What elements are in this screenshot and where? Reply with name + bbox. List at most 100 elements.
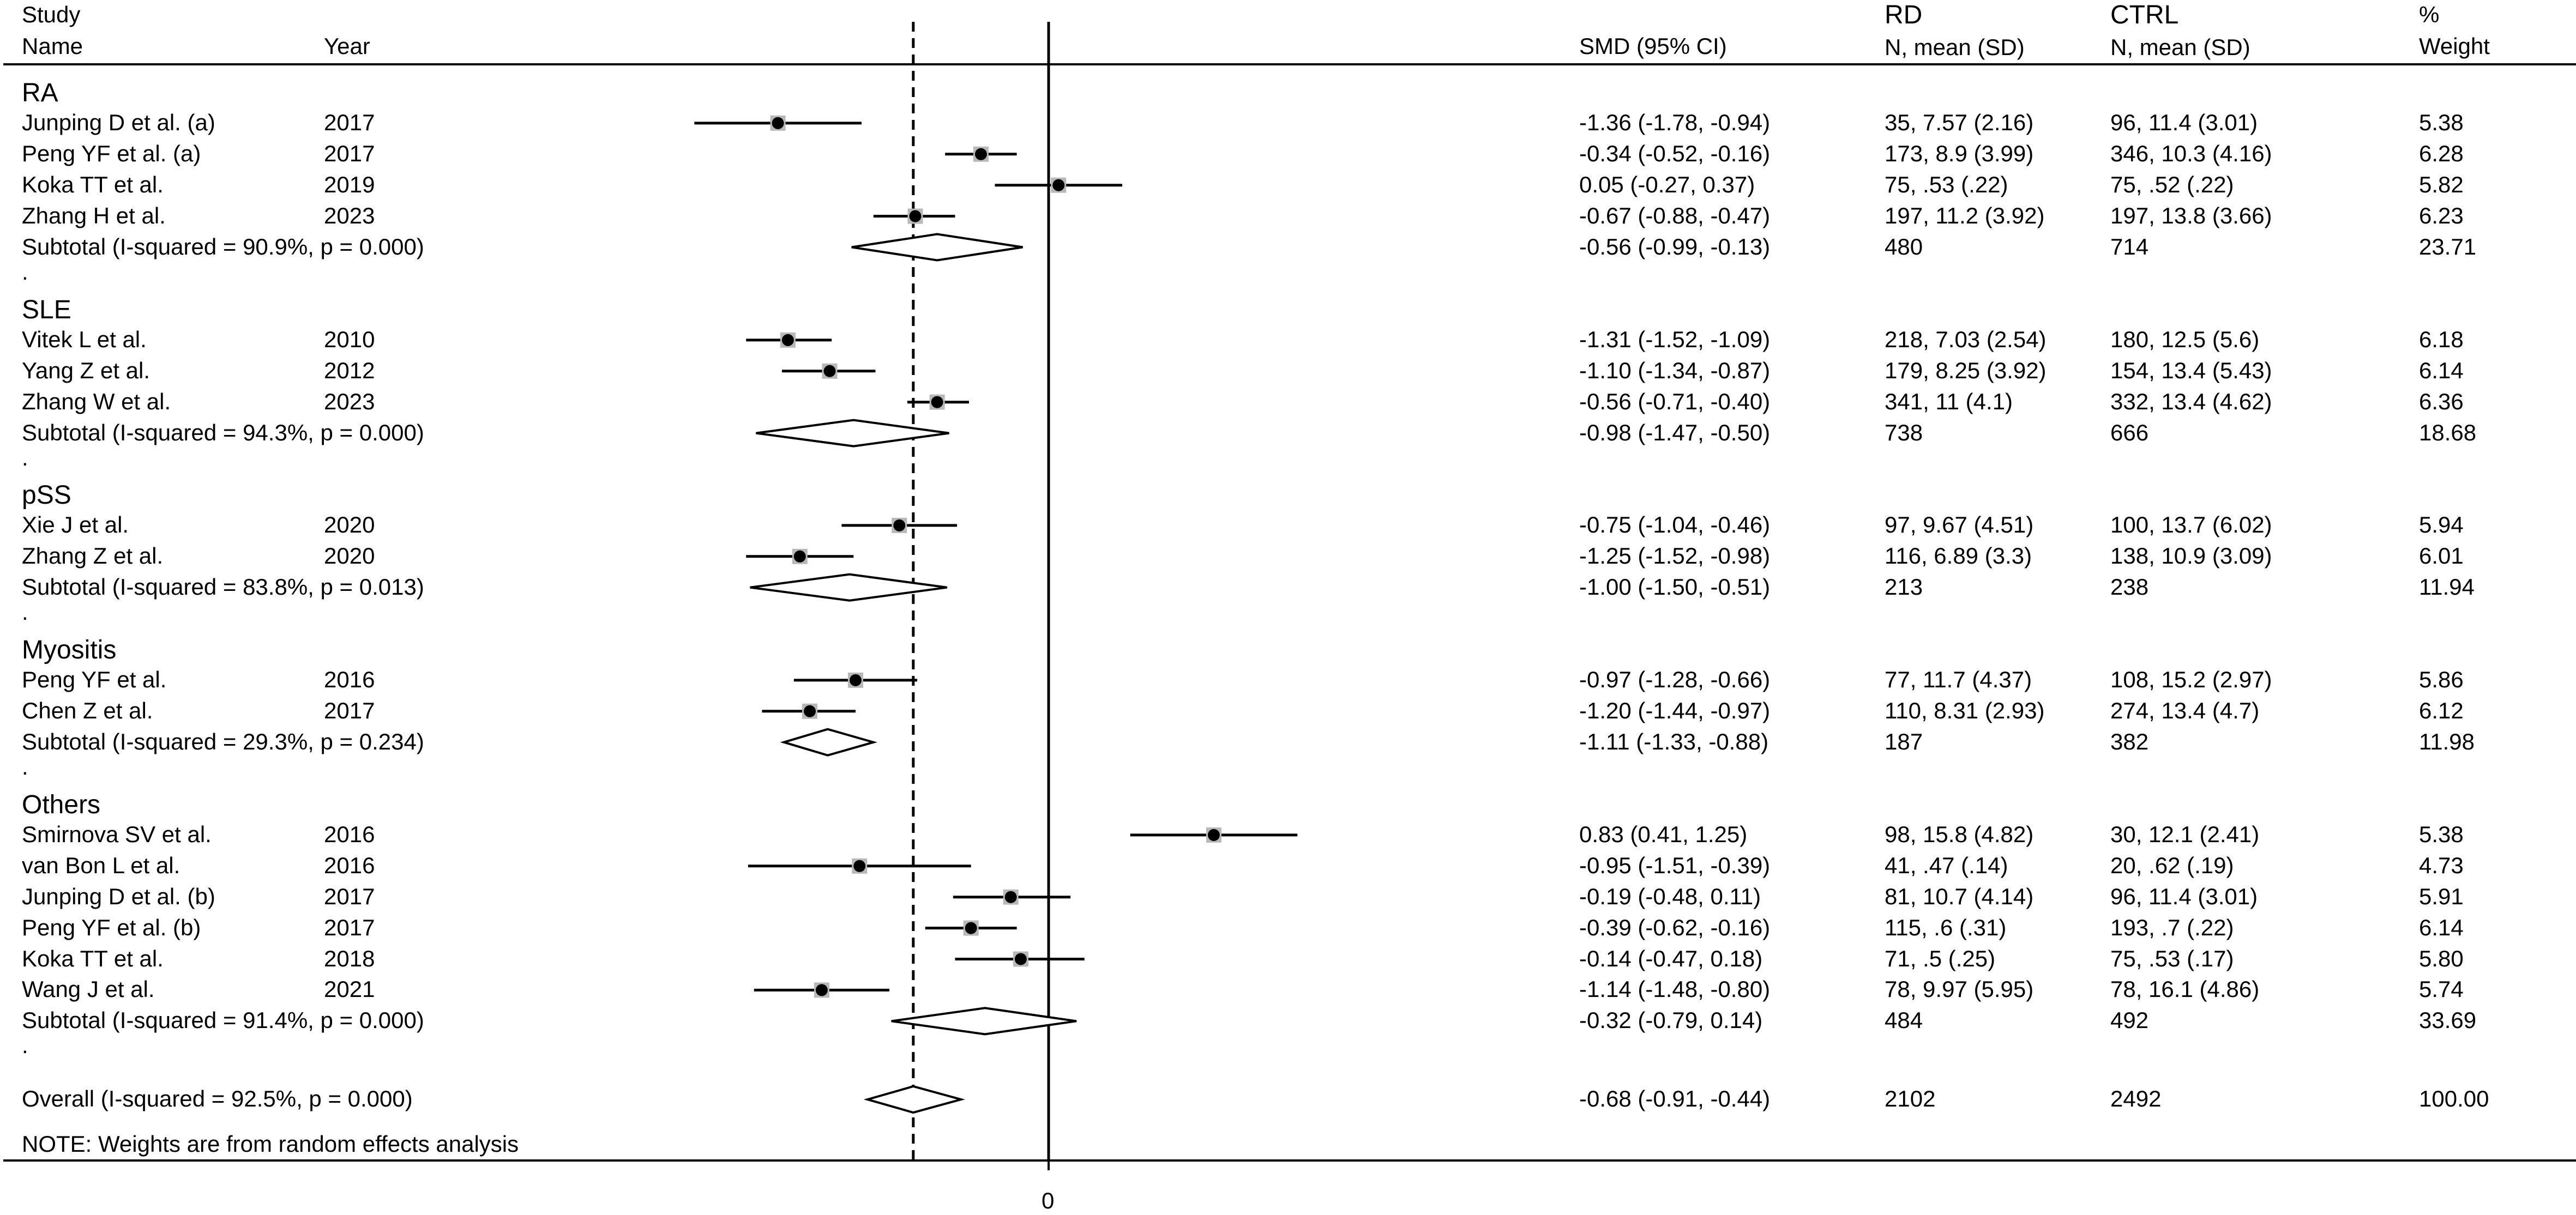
study-row-4-5-rd: 78, 9.97 (5.95) bbox=[1885, 976, 2034, 1002]
study-row-3-0-weight: 5.86 bbox=[2419, 666, 2464, 692]
study-row-0-2-year: 2019 bbox=[324, 171, 375, 197]
study-row-0-2-label: Koka TT et al. bbox=[22, 171, 164, 197]
group-title-others: Others bbox=[22, 790, 101, 819]
study-row-4-0-ctrl: 30, 12.1 (2.41) bbox=[2110, 821, 2260, 847]
overall-diamond bbox=[863, 1085, 965, 1114]
study-row-2-1-weight: 6.01 bbox=[2419, 542, 2464, 569]
subtotal-row-ra-rd: 480 bbox=[1885, 233, 1923, 259]
study-row-1-0-ci: -1.31 (-1.52, -1.09) bbox=[1579, 326, 1771, 352]
study-row-1-2-label: Zhang W et al. bbox=[22, 388, 171, 414]
subtotal-row-others-ctrl: 492 bbox=[2110, 1007, 2149, 1033]
point-estimate bbox=[781, 334, 794, 346]
header-weight-line2: Weight bbox=[2419, 33, 2490, 59]
study-row-3-0-rd: 77, 11.7 (4.37) bbox=[1885, 666, 2032, 692]
point-estimate bbox=[853, 860, 866, 872]
study-row-1-1-weight: 6.14 bbox=[2419, 357, 2464, 383]
study-row-1-0-rd: 218, 7.03 (2.54) bbox=[1885, 326, 2047, 352]
subtotal-row-myositis-label: Subtotal (I-squared = 29.3%, p = 0.234) bbox=[22, 728, 424, 754]
study-row-4-3-ci: -0.39 (-0.62, -0.16) bbox=[1579, 914, 1771, 940]
header-study-line1: Study bbox=[22, 2, 81, 27]
study-row-2-1-year: 2020 bbox=[324, 542, 375, 569]
study-row-1-2-year: 2023 bbox=[324, 388, 375, 414]
group-title-sle: SLE bbox=[22, 295, 71, 324]
study-row-0-1-rd: 173, 8.9 (3.99) bbox=[1885, 140, 2034, 166]
study-row-0-2-ci: 0.05 (-0.27, 0.37) bbox=[1579, 171, 1755, 197]
study-row-4-0-ci: 0.83 (0.41, 1.25) bbox=[1579, 821, 1748, 847]
study-row-4-5-ctrl: 78, 16.1 (4.86) bbox=[2110, 976, 2260, 1002]
forest-marks bbox=[694, 115, 1298, 1114]
study-row-0-0-ctrl: 96, 11.4 (3.01) bbox=[2110, 109, 2258, 135]
separator-dot: . bbox=[22, 599, 28, 625]
subtotal-row-pss-weight: 11.94 bbox=[2419, 573, 2475, 600]
study-row-0-2-ctrl: 75, .52 (.22) bbox=[2110, 171, 2234, 197]
study-row-1-0-year: 2010 bbox=[324, 326, 375, 352]
overall-row-ci: -0.68 (-0.91, -0.44) bbox=[1579, 1086, 1771, 1111]
study-row-4-2-ci: -0.19 (-0.48, 0.11) bbox=[1579, 883, 1761, 909]
overall-row-ctrl: 2492 bbox=[2110, 1086, 2162, 1111]
study-row-0-0-year: 2017 bbox=[324, 109, 375, 135]
header-study-line2: Name bbox=[22, 33, 83, 59]
separator-dot: . bbox=[22, 753, 28, 779]
study-row-2-1-ci: -1.25 (-1.52, -0.98) bbox=[1579, 542, 1771, 569]
study-row-1-2-rd: 341, 11 (4.1) bbox=[1885, 388, 2013, 414]
subtotal-row-sle-ctrl: 666 bbox=[2110, 419, 2149, 445]
subtotal-row-sle-label: Subtotal (I-squared = 94.3%, p = 0.000) bbox=[22, 419, 424, 445]
study-row-0-1-ci: -0.34 (-0.52, -0.16) bbox=[1579, 140, 1771, 166]
subtotal-diamond bbox=[851, 233, 1023, 262]
study-row-4-2-ctrl: 96, 11.4 (3.01) bbox=[2110, 883, 2258, 909]
x-tick-label: 0 bbox=[1042, 1188, 1055, 1213]
point-estimate bbox=[804, 705, 816, 717]
study-row-1-0-weight: 6.18 bbox=[2419, 326, 2464, 352]
overall-row-weight: 100.00 bbox=[2419, 1086, 2489, 1111]
group-title-myositis: Myositis bbox=[22, 636, 117, 664]
study-row-2-1-label: Zhang Z et al. bbox=[22, 542, 164, 569]
header-year: Year bbox=[324, 33, 370, 59]
point-estimate bbox=[974, 148, 987, 160]
study-row-3-0-label: Peng YF et al. bbox=[22, 666, 167, 692]
subtotal-row-pss-label: Subtotal (I-squared = 83.8%, p = 0.013) bbox=[22, 573, 424, 600]
subtotal-row-sle-weight: 18.68 bbox=[2419, 419, 2477, 445]
study-row-4-4-ci: -0.14 (-0.47, 0.18) bbox=[1579, 945, 1763, 971]
study-row-4-1-label: van Bon L et al. bbox=[22, 852, 180, 878]
subtotal-row-pss-ci: -1.00 (-1.50, -0.51) bbox=[1579, 573, 1771, 600]
study-row-0-0-rd: 35, 7.57 (2.16) bbox=[1885, 109, 2034, 135]
study-row-2-0-weight: 5.94 bbox=[2419, 511, 2464, 537]
study-row-1-1-ctrl: 154, 13.4 (5.43) bbox=[2110, 357, 2272, 383]
study-row-3-0-ci: -0.97 (-1.28, -0.66) bbox=[1579, 666, 1771, 692]
study-row-4-4-year: 2018 bbox=[324, 945, 375, 971]
point-estimate bbox=[793, 550, 806, 563]
subtotal-row-others-rd: 484 bbox=[1885, 1007, 1923, 1033]
study-row-4-4-rd: 71, .5 (.25) bbox=[1885, 945, 1996, 971]
study-row-4-3-label: Peng YF et al. (b) bbox=[22, 914, 201, 940]
subtotal-row-myositis-weight: 11.98 bbox=[2419, 728, 2475, 754]
study-row-4-4-weight: 5.80 bbox=[2419, 945, 2464, 971]
header-rd-line1: RD bbox=[1885, 1, 1923, 29]
study-row-0-3-rd: 197, 11.2 (3.92) bbox=[1885, 202, 2045, 228]
study-row-4-4-ctrl: 75, .53 (.17) bbox=[2110, 945, 2234, 971]
study-row-0-0-label: Junping D et al. (a) bbox=[22, 109, 215, 135]
study-row-4-5-label: Wang J et al. bbox=[22, 976, 155, 1002]
subtotal-row-pss-ctrl: 238 bbox=[2110, 573, 2149, 600]
study-row-4-2-label: Junping D et al. (b) bbox=[22, 883, 215, 909]
subtotal-diamond bbox=[780, 728, 878, 757]
overall-row-label: Overall (I-squared = 92.5%, p = 0.000) bbox=[22, 1086, 413, 1111]
study-row-4-4-label: Koka TT et al. bbox=[22, 945, 164, 971]
point-estimate bbox=[893, 519, 906, 531]
study-row-2-0-rd: 97, 9.67 (4.51) bbox=[1885, 511, 2034, 537]
study-row-4-1-rd: 41, .47 (.14) bbox=[1885, 852, 2008, 878]
study-row-3-0-ctrl: 108, 15.2 (2.97) bbox=[2110, 666, 2272, 692]
header-weight-line1: % bbox=[2419, 2, 2440, 27]
point-estimate bbox=[931, 396, 943, 408]
study-row-4-2-year: 2017 bbox=[324, 883, 375, 909]
study-row-3-0-year: 2016 bbox=[324, 666, 375, 692]
study-row-1-2-weight: 6.36 bbox=[2419, 388, 2464, 414]
study-row-2-1-ctrl: 138, 10.9 (3.09) bbox=[2110, 542, 2272, 569]
study-row-3-1-weight: 6.12 bbox=[2419, 697, 2464, 723]
point-estimate bbox=[1052, 179, 1065, 191]
study-row-0-2-rd: 75, .53 (.22) bbox=[1885, 171, 2008, 197]
study-row-0-1-weight: 6.28 bbox=[2419, 140, 2464, 166]
study-row-3-1-label: Chen Z et al. bbox=[22, 697, 153, 723]
subtotal-row-myositis-rd: 187 bbox=[1885, 728, 1923, 754]
point-estimate bbox=[1014, 953, 1027, 965]
